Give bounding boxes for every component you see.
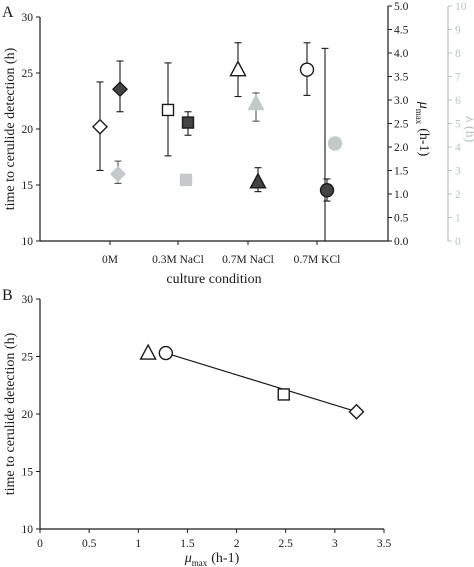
mu-tick-label: 0.5	[394, 213, 409, 225]
panel-b-x-title: μmax (h-1)	[184, 551, 240, 567]
mu-symbol: μ	[416, 101, 431, 109]
panel-a-lambda-title: λ (h)	[462, 116, 474, 143]
lambda-tick-label: 2	[455, 189, 461, 201]
data-point	[277, 388, 290, 401]
data-point-left	[229, 60, 247, 77]
x-tick-label: 3.5	[377, 538, 392, 550]
mu-subscript-b: max	[192, 558, 208, 567]
data-point	[348, 403, 365, 420]
lambda-tick-label: 7	[455, 72, 461, 84]
lambda-tick-label: 10	[455, 1, 467, 13]
panel-a-error-bars	[96, 42, 331, 241]
category-label: 0.7M KCl	[294, 254, 341, 266]
data-point-right-mu	[112, 81, 128, 98]
lambda-tick-label: 0	[455, 236, 461, 248]
mu-tick-label: 1.5	[394, 166, 409, 178]
panel-a-category-ticks: 0M 0.3M NaCl 0.7M NaCl 0.7M KCl	[102, 241, 340, 266]
panel-a-x-title: culture condition	[166, 272, 261, 287]
data-point-right-lambda	[327, 136, 343, 151]
data-point-left	[299, 62, 315, 77]
x-tick-label: 3	[332, 538, 338, 550]
mu-tick-label: 1.0	[394, 189, 409, 201]
category-label: 0.7M NaCl	[222, 254, 274, 266]
mu-tick-label: 3.5	[394, 72, 409, 84]
panel-a-lambda-ticks: 0 1 2 3 4 5 6 7 8 9 10	[448, 1, 467, 248]
data-point-left	[92, 118, 108, 135]
data-point-right-lambda	[247, 94, 265, 111]
mu-symbol-b: μ	[184, 551, 192, 566]
y-tick-label: 10	[22, 236, 34, 248]
panel-b-x-ticks: 0 0.5 1 1.5 2 2.5 3 3.5	[37, 529, 391, 550]
mu-tick-label: 0.0	[394, 236, 409, 248]
mu-tick-label: 3.0	[394, 95, 409, 107]
y-tick-label: 15	[22, 467, 34, 479]
x-tick-label: 0	[37, 538, 43, 550]
panel-a-markers	[92, 60, 343, 198]
panel-a-mu-ticks: 0.0 0.5 1.0 1.5 2.0 2.5 3.0 3.5 4.0 4.5 5.0	[388, 1, 409, 248]
mu-tick-label: 2.5	[394, 119, 409, 131]
panel-b-trendline	[165, 352, 357, 413]
data-point-right-lambda	[110, 166, 126, 183]
x-tick-label: 1.5	[180, 538, 195, 550]
panel-b-y-title: time to cerulide detection (h)	[3, 332, 18, 495]
panel-a-y-title: time to cerulide detection (h)	[3, 47, 18, 210]
panel-b-y-ticks: 10 15 20 25 30	[22, 294, 40, 536]
y-tick-label: 20	[22, 124, 34, 136]
x-tick-label: 2.5	[279, 538, 294, 550]
lambda-tick-label: 8	[455, 48, 461, 60]
data-point-right-mu	[181, 116, 195, 129]
data-point	[158, 345, 174, 361]
lambda-tick-label: 3	[455, 166, 461, 178]
mu-unit-b: (h-1)	[211, 551, 239, 566]
lambda-tick-label: 1	[455, 213, 461, 225]
mu-tick-label: 5.0	[394, 1, 409, 13]
mu-tick-label: 2.0	[394, 142, 409, 154]
y-tick-label: 30	[22, 12, 34, 24]
y-tick-label: 20	[22, 409, 34, 421]
data-point	[139, 343, 157, 360]
lambda-tick-label: 5	[455, 119, 461, 131]
category-label: 0.3M NaCl	[152, 254, 204, 266]
lambda-tick-label: 4	[455, 142, 461, 154]
lambda-tick-label: 9	[455, 25, 461, 37]
panel-b-label: B	[2, 287, 13, 304]
x-tick-label: 1	[135, 538, 141, 550]
data-point-right-mu	[249, 172, 267, 189]
lambda-tick-label: 6	[455, 95, 461, 107]
panel-a-left-ticks: 10 15 20 25 30	[22, 12, 40, 248]
panel-b-markers	[139, 343, 365, 420]
data-point-left	[161, 103, 175, 117]
mu-tick-label: 4.5	[394, 25, 409, 37]
panel-b: B 10 15 20 25 30 0 0.5 1 1.5 2 2.5 3 3.5 time to ce…	[2, 287, 391, 567]
mu-subscript: max	[414, 109, 424, 125]
mu-unit: (h-1)	[416, 128, 431, 156]
data-point-right-lambda	[179, 173, 193, 187]
data-point-right-mu	[319, 183, 335, 198]
y-tick-label: 10	[22, 524, 34, 536]
category-label: 0M	[102, 254, 118, 266]
x-tick-label: 2	[234, 538, 240, 550]
y-tick-label: 30	[22, 294, 34, 306]
panel-a-label: A	[2, 4, 14, 21]
y-tick-label: 25	[22, 68, 34, 80]
y-tick-label: 25	[22, 352, 34, 364]
y-tick-label: 15	[22, 180, 34, 192]
panel-a-mu-title: μmax (h-1)	[414, 101, 431, 157]
x-tick-label: 0.5	[82, 538, 97, 550]
mu-tick-label: 4.0	[394, 48, 409, 60]
